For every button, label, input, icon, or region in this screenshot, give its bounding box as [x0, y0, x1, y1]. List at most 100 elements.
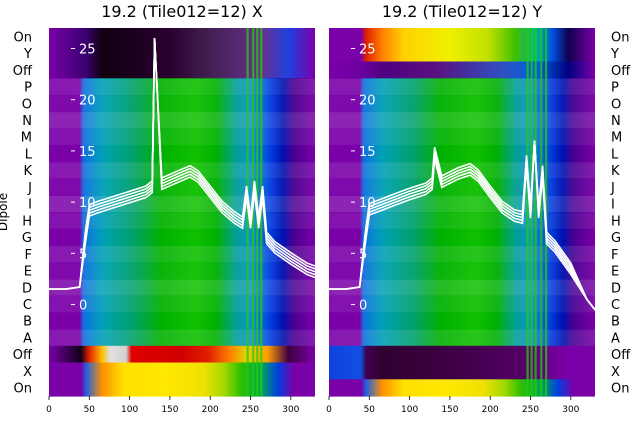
heatmap-row-on	[329, 379, 595, 397]
heatmap-row-c	[329, 295, 595, 313]
dipole-label-right: D	[611, 281, 621, 296]
dipole-label-right: Y	[610, 47, 619, 62]
dipole-label-left: G	[22, 231, 32, 246]
heatmap-row-e	[329, 262, 595, 280]
heatmap-row-off	[329, 61, 595, 79]
stripe-0	[526, 28, 529, 396]
stripe-2	[534, 28, 537, 396]
dipole-label-right: I	[611, 198, 615, 213]
overlay-y-tick-label: 10	[359, 196, 376, 211]
heatmap-row-j	[329, 178, 595, 196]
heatmap-row-b	[329, 312, 595, 330]
overlay-curve	[329, 140, 596, 311]
dipole-label-left: L	[25, 147, 33, 162]
overlay-y-tick-label: 20	[79, 94, 96, 109]
overlay-y-tick-label: 15	[359, 145, 376, 160]
stripe-3	[540, 28, 543, 396]
dipole-label-left: C	[23, 298, 32, 313]
dipole-label-right: F	[611, 248, 618, 263]
overlay-y-tick-label: 25	[79, 42, 96, 57]
x-tick-label: 0	[326, 405, 332, 415]
dipole-label-right: G	[611, 231, 621, 246]
dipole-label-left: N	[22, 114, 32, 129]
overlay-y-tick-label: 15	[79, 145, 96, 160]
x-tick-label: 150	[161, 405, 178, 415]
dipole-label-left: On	[14, 30, 32, 45]
dipole-label-left: I	[28, 198, 32, 213]
overlay-y-tick-label: 0	[359, 299, 367, 314]
overlay-curve	[49, 38, 316, 290]
heatmap-row-on	[49, 379, 315, 397]
dipole-label-left: K	[23, 164, 32, 179]
heatmap-row-m	[329, 128, 595, 146]
dipole-label-left: Off	[13, 64, 33, 79]
dipole-label-right: A	[611, 331, 620, 346]
dipole-label-right: On	[611, 382, 629, 397]
heatmap-row-off	[329, 345, 595, 364]
x-tick-label: 300	[562, 405, 579, 415]
dipole-label-right: L	[611, 147, 619, 162]
x-tick-label: 150	[441, 405, 458, 415]
dipole-label-left: E	[24, 265, 32, 280]
dipole-label-left: D	[22, 281, 32, 296]
dipole-label-right: On	[611, 30, 629, 45]
panel-title: 19.2 (Tile012=12) Y	[382, 2, 543, 21]
x-tick-label: 100	[121, 405, 138, 415]
heatmap-row-d	[49, 278, 315, 297]
dipole-label-left: F	[25, 248, 32, 263]
dipole-label-right: C	[611, 298, 620, 313]
overlay-y-tick-label: 0	[79, 299, 87, 314]
dipole-label-left: P	[24, 81, 32, 96]
dipole-label-right: Off	[611, 348, 631, 363]
x-tick-label: 250	[522, 405, 539, 415]
heatmap-row-k	[49, 161, 315, 180]
stripe-1	[252, 28, 255, 396]
dipole-label-right: Off	[611, 64, 631, 79]
dipole-label-left: Off	[13, 348, 33, 363]
heatmap-row-k	[329, 161, 595, 180]
heatmap-row-x	[49, 362, 315, 380]
heatmap-row-off	[49, 345, 315, 364]
x-tick-label: 100	[401, 405, 418, 415]
panel-title: 19.2 (Tile012=12) X	[101, 2, 263, 21]
dipole-label-right: E	[611, 265, 619, 280]
x-tick-label: 200	[202, 405, 219, 415]
heatmap-row-e	[49, 262, 315, 280]
dipole-label-right: N	[611, 114, 621, 129]
dipole-label-right: J	[610, 181, 615, 196]
overlay-y-tick-label: 20	[359, 94, 376, 109]
heatmap-row-n	[329, 111, 595, 129]
heatmap-row-d	[329, 278, 595, 297]
dipole-label-left: J	[27, 181, 32, 196]
x-tick-label: 50	[364, 405, 376, 415]
dipole-label-left: H	[22, 214, 32, 229]
dipole-label-left: B	[23, 315, 32, 330]
heatmap-row-a	[329, 329, 595, 347]
x-tick-label: 300	[282, 405, 299, 415]
x-tick-label: 50	[84, 405, 96, 415]
dipole-label-right: M	[611, 131, 622, 146]
heatmap-row-g	[49, 228, 315, 246]
overlay-y-tick-label: 25	[359, 42, 376, 57]
dipole-label-left: A	[23, 331, 32, 346]
heatmap-row-m	[49, 128, 315, 146]
dipole-label-right: H	[611, 214, 621, 229]
dipole-label-left: X	[23, 365, 32, 380]
x-tick-label: 0	[46, 405, 52, 415]
heatmap-row-n	[49, 111, 315, 129]
heatmap-row-c	[49, 295, 315, 313]
x-tick-label: 250	[242, 405, 259, 415]
dipole-label-left: O	[22, 97, 32, 112]
dipole-label-right: O	[611, 97, 621, 112]
dipole-label-left: M	[21, 131, 32, 146]
dipole-label-right: P	[611, 81, 619, 96]
dipole-label-left: On	[14, 382, 32, 397]
heatmap-row-x	[329, 362, 595, 380]
dipole-label-right: B	[611, 315, 620, 330]
dipole-label-left: Y	[23, 47, 32, 62]
heatmap-row-b	[49, 312, 315, 330]
dipole-label-right: X	[611, 365, 620, 380]
